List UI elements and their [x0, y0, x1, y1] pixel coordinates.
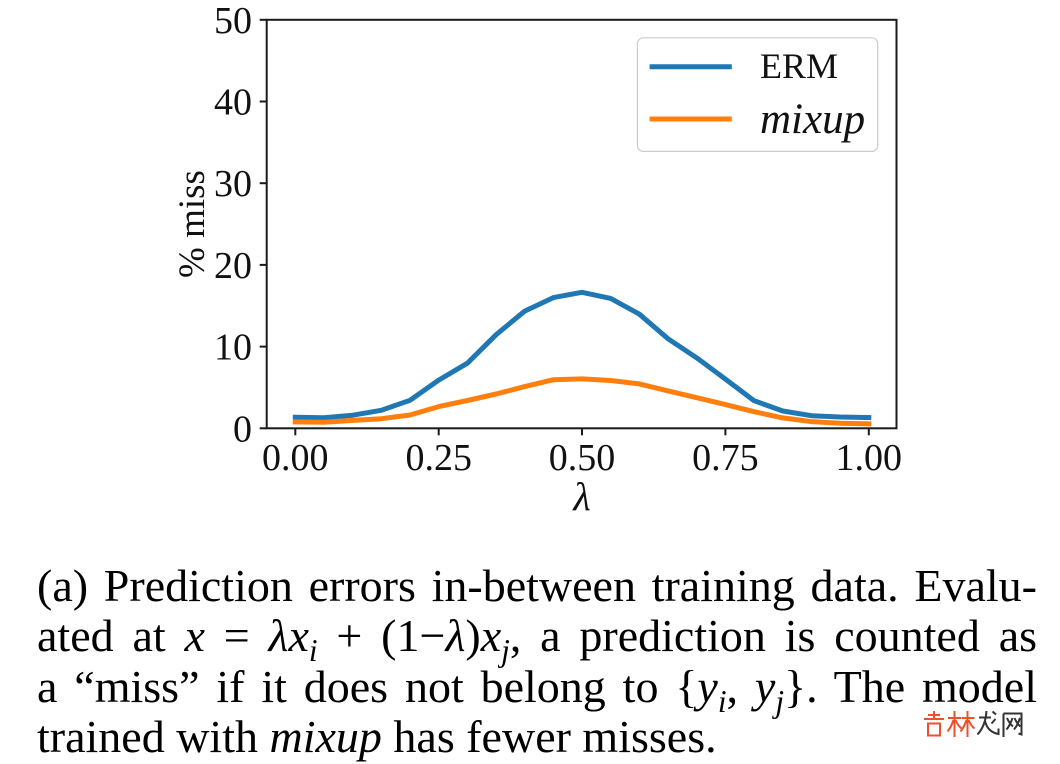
svg-text:ERM: ERM — [760, 46, 838, 86]
svg-text:λ: λ — [572, 474, 590, 519]
svg-text:30: 30 — [214, 163, 252, 205]
svg-text:0.00: 0.00 — [262, 437, 329, 479]
svg-text:0: 0 — [233, 408, 252, 450]
svg-text:1.00: 1.00 — [836, 437, 903, 479]
svg-text:0.50: 0.50 — [549, 437, 616, 479]
svg-text:40: 40 — [214, 82, 252, 124]
svg-text:20: 20 — [214, 245, 252, 287]
svg-text:0.75: 0.75 — [692, 437, 759, 479]
svg-text:50: 50 — [214, 0, 252, 42]
svg-text:% miss: % miss — [172, 170, 213, 278]
svg-text:0.25: 0.25 — [405, 437, 472, 479]
svg-text:10: 10 — [214, 327, 252, 369]
svg-text:mixup: mixup — [760, 96, 865, 143]
